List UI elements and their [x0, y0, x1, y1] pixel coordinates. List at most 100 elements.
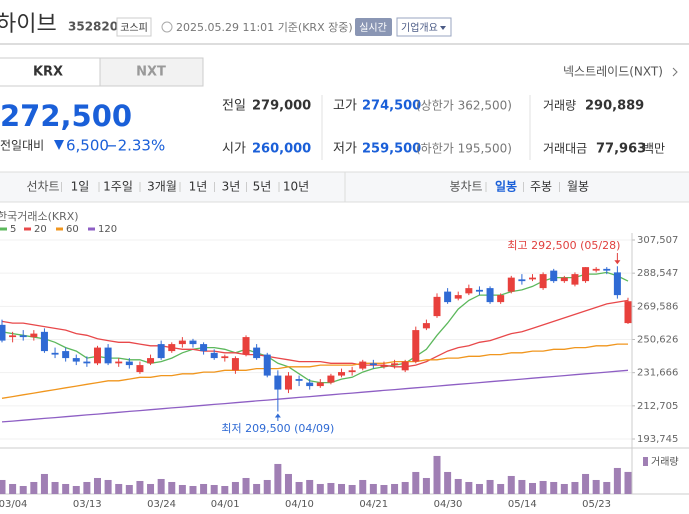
candle-body — [348, 370, 356, 373]
tab-nxt[interactable] — [99, 57, 204, 87]
candle-body — [422, 323, 430, 329]
caret — [440, 26, 446, 30]
chevron — [672, 67, 678, 77]
volume-bar — [83, 481, 91, 494]
ma-line — [1, 343, 628, 399]
stock-code: 352820 — [68, 20, 118, 34]
period-button[interactable]: 10년 — [283, 180, 309, 194]
period-button[interactable]: 5년 — [253, 180, 272, 194]
volume-bar — [93, 477, 101, 494]
volume-bar — [157, 478, 165, 494]
volume-bar — [327, 482, 335, 494]
candle-body — [550, 270, 558, 282]
candle-button[interactable]: 주봉 — [530, 180, 552, 194]
nxt-link[interactable]: 넥스트레이드(NXT) — [563, 65, 663, 79]
volume-bar — [0, 479, 6, 494]
volume-bar — [168, 481, 176, 494]
candle-body — [125, 361, 133, 366]
candle-body — [19, 335, 27, 338]
candle-button[interactable]: 일봉 — [495, 180, 517, 194]
candle-body — [316, 382, 324, 387]
tab-label: KRX — [33, 65, 63, 80]
candle-body — [168, 344, 176, 352]
tab-krx[interactable] — [0, 57, 101, 87]
change-pct: −2.33% — [105, 137, 165, 155]
candle-body — [433, 296, 441, 317]
candle-body — [40, 331, 48, 352]
y-tick-label: 250,626 — [637, 335, 678, 346]
stat-unit: 백만 — [643, 142, 665, 156]
candle-body — [529, 277, 536, 280]
volume-bar — [444, 471, 452, 494]
volume-bar — [62, 483, 70, 494]
legend-label: 5 — [10, 224, 16, 235]
candle-body — [518, 279, 526, 282]
arrow-head — [274, 413, 281, 418]
period-button[interactable]: 선차트 — [26, 180, 59, 194]
candle-body — [284, 375, 292, 390]
x-tick-label: 03/24 — [147, 499, 176, 510]
volume-bar — [306, 479, 314, 494]
x-tick-label: 04/21 — [359, 499, 388, 510]
candle-body — [338, 372, 346, 376]
volume-bar — [497, 483, 505, 494]
candle-body — [603, 268, 611, 271]
period-button[interactable]: 1년 — [189, 180, 208, 194]
y-tick-label: 212,705 — [637, 401, 678, 412]
volume-bar — [295, 481, 303, 494]
candle-body — [539, 274, 547, 289]
volume-bar — [200, 483, 208, 494]
stat-label: 거래량 — [543, 99, 576, 113]
period-button[interactable]: 1주일 — [103, 180, 133, 194]
x-tick-label: 05/23 — [582, 499, 611, 510]
source-label: 한국거래소(KRX) — [0, 210, 79, 223]
candle-body — [136, 365, 144, 373]
volume-bar — [338, 483, 346, 494]
company-button[interactable] — [396, 17, 452, 37]
candle-body — [62, 351, 70, 359]
candle-body — [444, 291, 452, 303]
y-tick-label: 269,586 — [637, 301, 678, 312]
y-tick-label: 193,745 — [637, 434, 678, 445]
volume-bar — [465, 481, 473, 494]
volume-bar — [613, 467, 621, 494]
volume-bar — [40, 473, 48, 494]
candle-body — [115, 361, 123, 364]
candle-body — [571, 274, 579, 285]
legend-label: 20 — [34, 224, 47, 235]
candle-body — [83, 361, 91, 364]
period-button[interactable]: 3년 — [222, 180, 241, 194]
y-tick-label: 288,547 — [637, 268, 678, 279]
candle-body — [200, 344, 208, 352]
candle-body — [486, 288, 494, 303]
volume-bar — [539, 480, 547, 494]
volume-bar — [507, 475, 515, 494]
x-tick-label: 04/01 — [211, 499, 240, 510]
volume-bar — [104, 479, 112, 494]
volume-bar — [284, 473, 292, 494]
volume-bar — [72, 485, 80, 494]
x-tick-label: 04/10 — [285, 499, 314, 510]
realtime-badge[interactable] — [355, 18, 392, 36]
volume-bar — [433, 455, 441, 494]
candle-button[interactable]: 봉차트 — [449, 180, 482, 194]
volume-bar — [316, 483, 324, 494]
stat-value: 290,889 — [585, 99, 644, 114]
period-button[interactable]: 3개월 — [147, 180, 177, 194]
candle-body — [0, 324, 6, 341]
candle-body — [401, 361, 409, 371]
volume-bar — [592, 479, 600, 494]
market-badge — [116, 17, 152, 37]
volume-bar — [125, 484, 133, 494]
stat-value: 274,500 — [362, 99, 421, 114]
volume-bar — [518, 479, 526, 494]
candle-button[interactable]: 월봉 — [567, 180, 589, 194]
candle-body — [104, 347, 112, 364]
volume-bar — [115, 483, 123, 494]
volume-bar — [380, 484, 388, 494]
volume-bar — [231, 481, 239, 494]
legend-label: 60 — [66, 224, 79, 235]
candle-body — [253, 347, 261, 359]
ma-line — [1, 299, 629, 368]
period-button[interactable]: 1일 — [71, 180, 90, 194]
